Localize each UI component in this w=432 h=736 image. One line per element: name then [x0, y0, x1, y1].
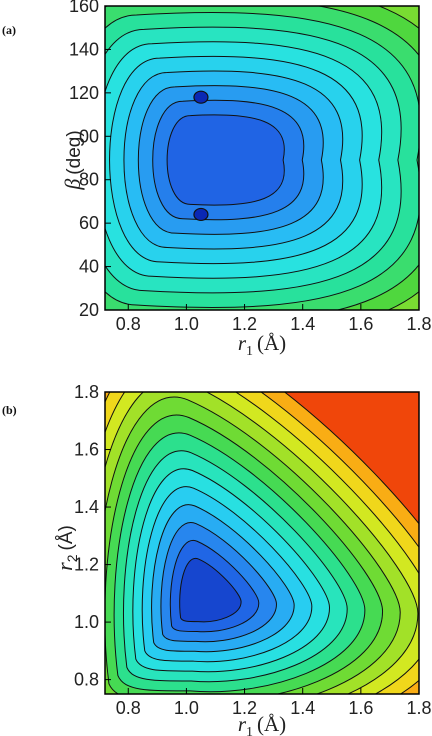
x-tick-label: 1.4	[290, 698, 315, 718]
panel-a-frame	[104, 5, 420, 311]
y-tick-label: 1.4	[74, 497, 99, 517]
x-tick-label: 1.6	[348, 314, 373, 334]
y-tick-label: 160	[69, 0, 99, 16]
panel-b-label: (b)	[2, 403, 17, 417]
x-tick-label: 1.4	[290, 314, 315, 334]
panel-b-y-axis-label: r2(Å)	[52, 525, 80, 571]
y-tick-label: 00	[79, 126, 99, 146]
y-tick-label: 1.8	[74, 382, 99, 402]
y-tick-label: 1.0	[74, 612, 99, 632]
contour-band	[179, 558, 242, 623]
x-tick-label: 1.0	[174, 698, 199, 718]
y-tick-label: 80	[79, 170, 99, 190]
panel-b-x-axis-label: r1 (Å)	[238, 712, 286, 736]
panel-b-plot-area	[105, 392, 419, 694]
y-tick-label: 1.6	[74, 440, 99, 460]
panel-a-label: (a)	[2, 23, 16, 37]
x-tick-label: 1.8	[406, 314, 431, 334]
x-tick-label: 1.0	[174, 314, 199, 334]
x-tick-label: 1.2	[232, 698, 257, 718]
x-tick-label: 1.8	[406, 698, 431, 718]
y-tick-label: 20	[79, 300, 99, 320]
panel-a-x-axis-label: r1 (Å)	[238, 331, 286, 359]
panel-a-plot-area	[105, 6, 419, 310]
panel-b-ticks: 0.8 1.0 1.2 1.4 1.6 1.8 0.8 1.0 1.2 1.4 1.6 1.8	[74, 382, 432, 718]
panel-b: (b) 0.8 1.0 1.2 1.4 1.6 1.8 0.8 1.0 1.2 1.4 1.6 1.8…	[2, 382, 432, 736]
panel-b-frame	[104, 391, 420, 695]
y-tick-label: 1.2	[74, 555, 99, 575]
x-tick-label: 0.8	[116, 698, 141, 718]
y-tick-label: 60	[79, 213, 99, 233]
y-tick-label: 0.8	[74, 670, 99, 690]
minimum-marker	[193, 207, 209, 222]
panel-a: (a) 0.8 1.0 1.2 1.4 1.6 1.8 20 40 60 80 00 120 140 16…	[2, 0, 432, 359]
contour-band	[166, 114, 285, 206]
y-tick-label: 140	[69, 39, 99, 59]
x-tick-label: 1.2	[232, 314, 257, 334]
x-tick-label: 0.8	[116, 314, 141, 334]
panel-a-y-axis-label: β(deg)	[60, 130, 85, 190]
minimum-marker	[193, 90, 209, 104]
x-tick-label: 1.6	[348, 698, 373, 718]
y-tick-label: 120	[69, 83, 99, 103]
panel-a-ticks: 0.8 1.0 1.2 1.4 1.6 1.8 20 40 60 80 00 120 140 160	[69, 0, 432, 334]
y-tick-label: 40	[79, 257, 99, 277]
